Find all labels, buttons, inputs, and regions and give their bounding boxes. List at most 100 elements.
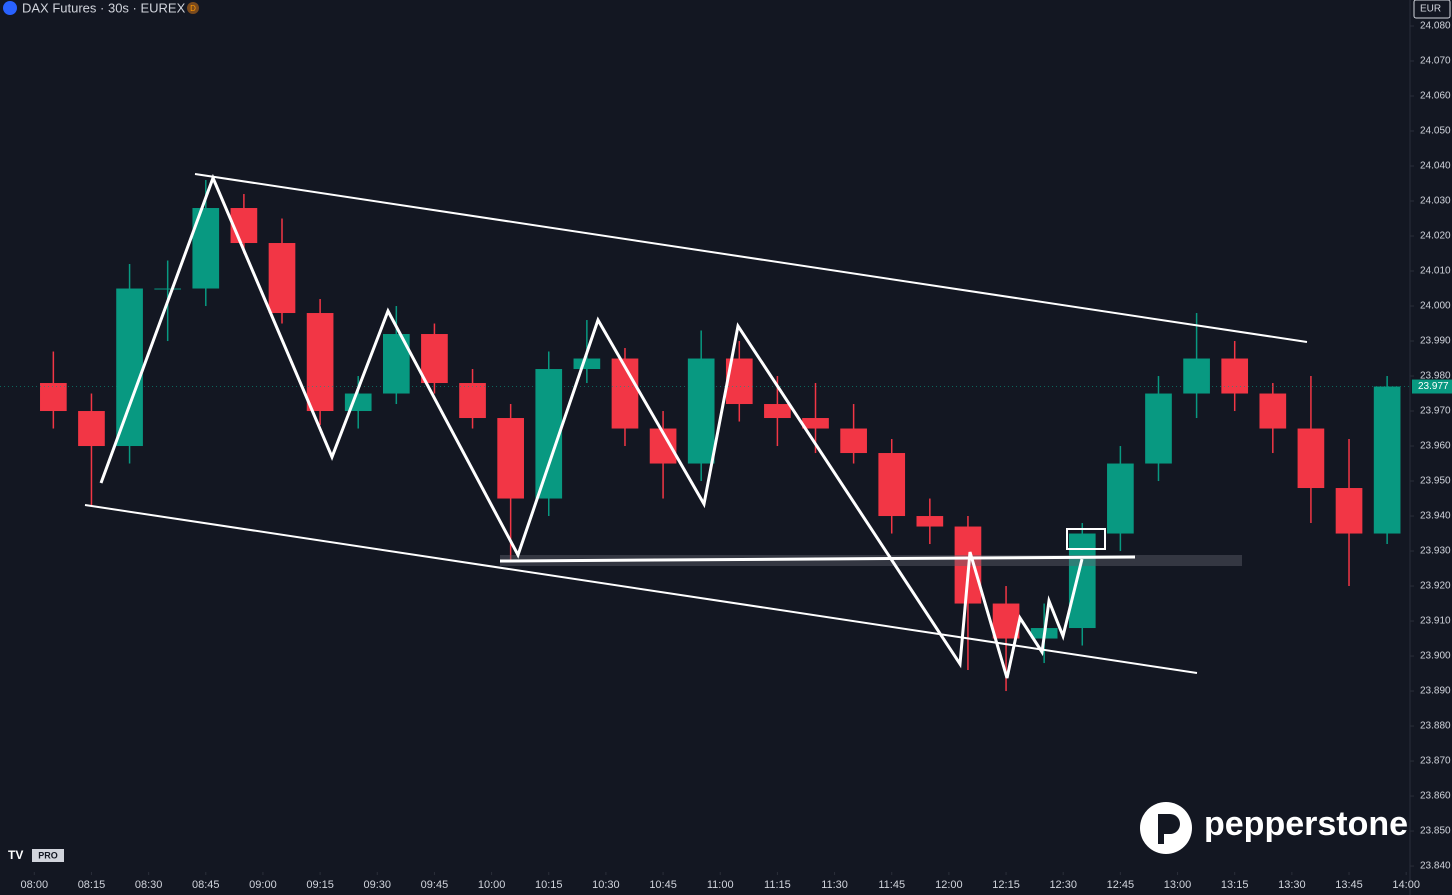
tv-badge-bg: [32, 849, 64, 862]
candle-body: [78, 411, 105, 447]
symbol-icon: [3, 1, 17, 15]
y-tick-label: 23.950: [1420, 476, 1451, 487]
logo-p: [1158, 814, 1180, 844]
zone: [500, 555, 1242, 566]
x-tick-label: 10:45: [649, 879, 677, 891]
x-tick-label: 08:00: [21, 879, 49, 891]
candle-body: [611, 358, 639, 429]
y-tick-label: 24.080: [1420, 21, 1451, 32]
candle-body: [1335, 488, 1363, 534]
currency[interactable]: EUR: [1420, 4, 1441, 15]
x-tick-label: 09:30: [364, 879, 392, 891]
x-tick-label: 09:00: [249, 879, 277, 891]
y-tick-label: 23.880: [1420, 721, 1451, 732]
x-tick-label: 11:45: [878, 879, 905, 891]
candle-body: [306, 313, 334, 412]
x-tick-label: 10:15: [535, 879, 563, 891]
y-tick-label: 24.050: [1420, 126, 1451, 137]
x-tick-label: 11:15: [764, 879, 791, 891]
candle-body: [344, 393, 372, 412]
badge: D: [190, 4, 196, 13]
breakout-box: [1066, 528, 1106, 550]
currency-box[interactable]: [1413, 0, 1451, 19]
y-tick-label: 24.070: [1420, 56, 1451, 67]
candle-body: [40, 383, 67, 412]
y-tick-label: 24.030: [1420, 196, 1451, 207]
y-tick-label: 24.000: [1420, 301, 1451, 312]
candle-body: [573, 358, 601, 370]
candle-body: [459, 383, 486, 419]
candle-body: [1107, 463, 1134, 534]
last-price-label: 23.977: [1418, 381, 1449, 392]
support-line: [499, 555, 1136, 563]
y-tick-label: 23.900: [1420, 651, 1451, 662]
logo-text: pepperstone: [1204, 805, 1408, 843]
y-tick-label: 24.040: [1420, 161, 1451, 172]
x-tick-label: 13:45: [1335, 879, 1363, 891]
zigzag: [99, 173, 1084, 679]
y-tick-label: 23.990: [1420, 336, 1451, 347]
x-tick-label: 13:00: [1164, 879, 1192, 891]
x-tick-label: 11:00: [707, 879, 734, 891]
candle-body: [687, 358, 715, 464]
chart-title: DAX Futures · 30s · EUREX: [22, 0, 186, 15]
candle-body: [1221, 358, 1249, 394]
candle-body: [421, 334, 448, 384]
y-tick-label: 24.020: [1420, 231, 1451, 242]
y-tick-label: 23.970: [1420, 406, 1451, 417]
y-tick-label: 23.960: [1420, 441, 1451, 452]
last-price-box: [1412, 379, 1452, 394]
channel-bottom: [84, 504, 1198, 674]
drawings: [84, 173, 1308, 679]
y-tick-label: 23.940: [1420, 511, 1451, 522]
x-tick-label: 13:30: [1278, 879, 1306, 891]
y-tick-label: 23.850: [1420, 826, 1451, 837]
candle-body: [497, 418, 524, 499]
candle-body: [1373, 386, 1401, 534]
x-tick-label: 08:15: [78, 879, 106, 891]
x-tick-label: 09:15: [306, 879, 334, 891]
candle-body: [154, 288, 182, 290]
candle-body: [802, 418, 829, 429]
candle-body: [116, 288, 143, 447]
y-tick-label: 23.980: [1420, 371, 1451, 382]
x-tick-label: 08:30: [135, 879, 163, 891]
candle-body: [992, 603, 1020, 639]
x-tick-label: 10:30: [592, 879, 620, 891]
candle-body: [1068, 533, 1096, 629]
badge-bg: [187, 2, 199, 14]
candle-body: [268, 243, 296, 314]
x-tick-label: 08:45: [192, 879, 220, 891]
tv-badge: PRO: [38, 850, 58, 860]
x-tick-label: 12:00: [935, 879, 963, 891]
x-tick-label: 12:45: [1107, 879, 1135, 891]
y-tick-label: 23.840: [1420, 861, 1451, 872]
x-tick-label: 12:30: [1049, 879, 1077, 891]
y-tick-label: 23.930: [1420, 546, 1451, 557]
x-tick-label: 11:30: [821, 879, 848, 891]
y-tick-label: 24.060: [1420, 91, 1451, 102]
y-tick-label: 23.860: [1420, 791, 1451, 802]
candle-body: [878, 453, 906, 517]
y-tick-label: 23.870: [1420, 756, 1451, 767]
y-tick-label: 23.910: [1420, 616, 1451, 627]
tv-logo: TV: [8, 848, 23, 862]
x-tick-label: 10:00: [478, 879, 506, 891]
x-tick-label: 14:00: [1392, 879, 1420, 891]
candle-body: [535, 369, 563, 499]
y-tick-label: 23.920: [1420, 581, 1451, 592]
y-tick-label: 23.890: [1420, 686, 1451, 697]
candle-body: [1259, 393, 1287, 429]
candle-body: [1183, 358, 1210, 394]
candle-body: [916, 516, 944, 527]
y-tick-label: 24.010: [1420, 266, 1451, 277]
candle-body: [230, 208, 258, 244]
candle-body: [764, 404, 791, 419]
channel-top: [194, 173, 1308, 343]
candle-body: [1145, 393, 1172, 464]
x-tick-label: 13:15: [1221, 879, 1249, 891]
x-tick-label: 12:15: [992, 879, 1020, 891]
candle-body: [840, 428, 867, 454]
